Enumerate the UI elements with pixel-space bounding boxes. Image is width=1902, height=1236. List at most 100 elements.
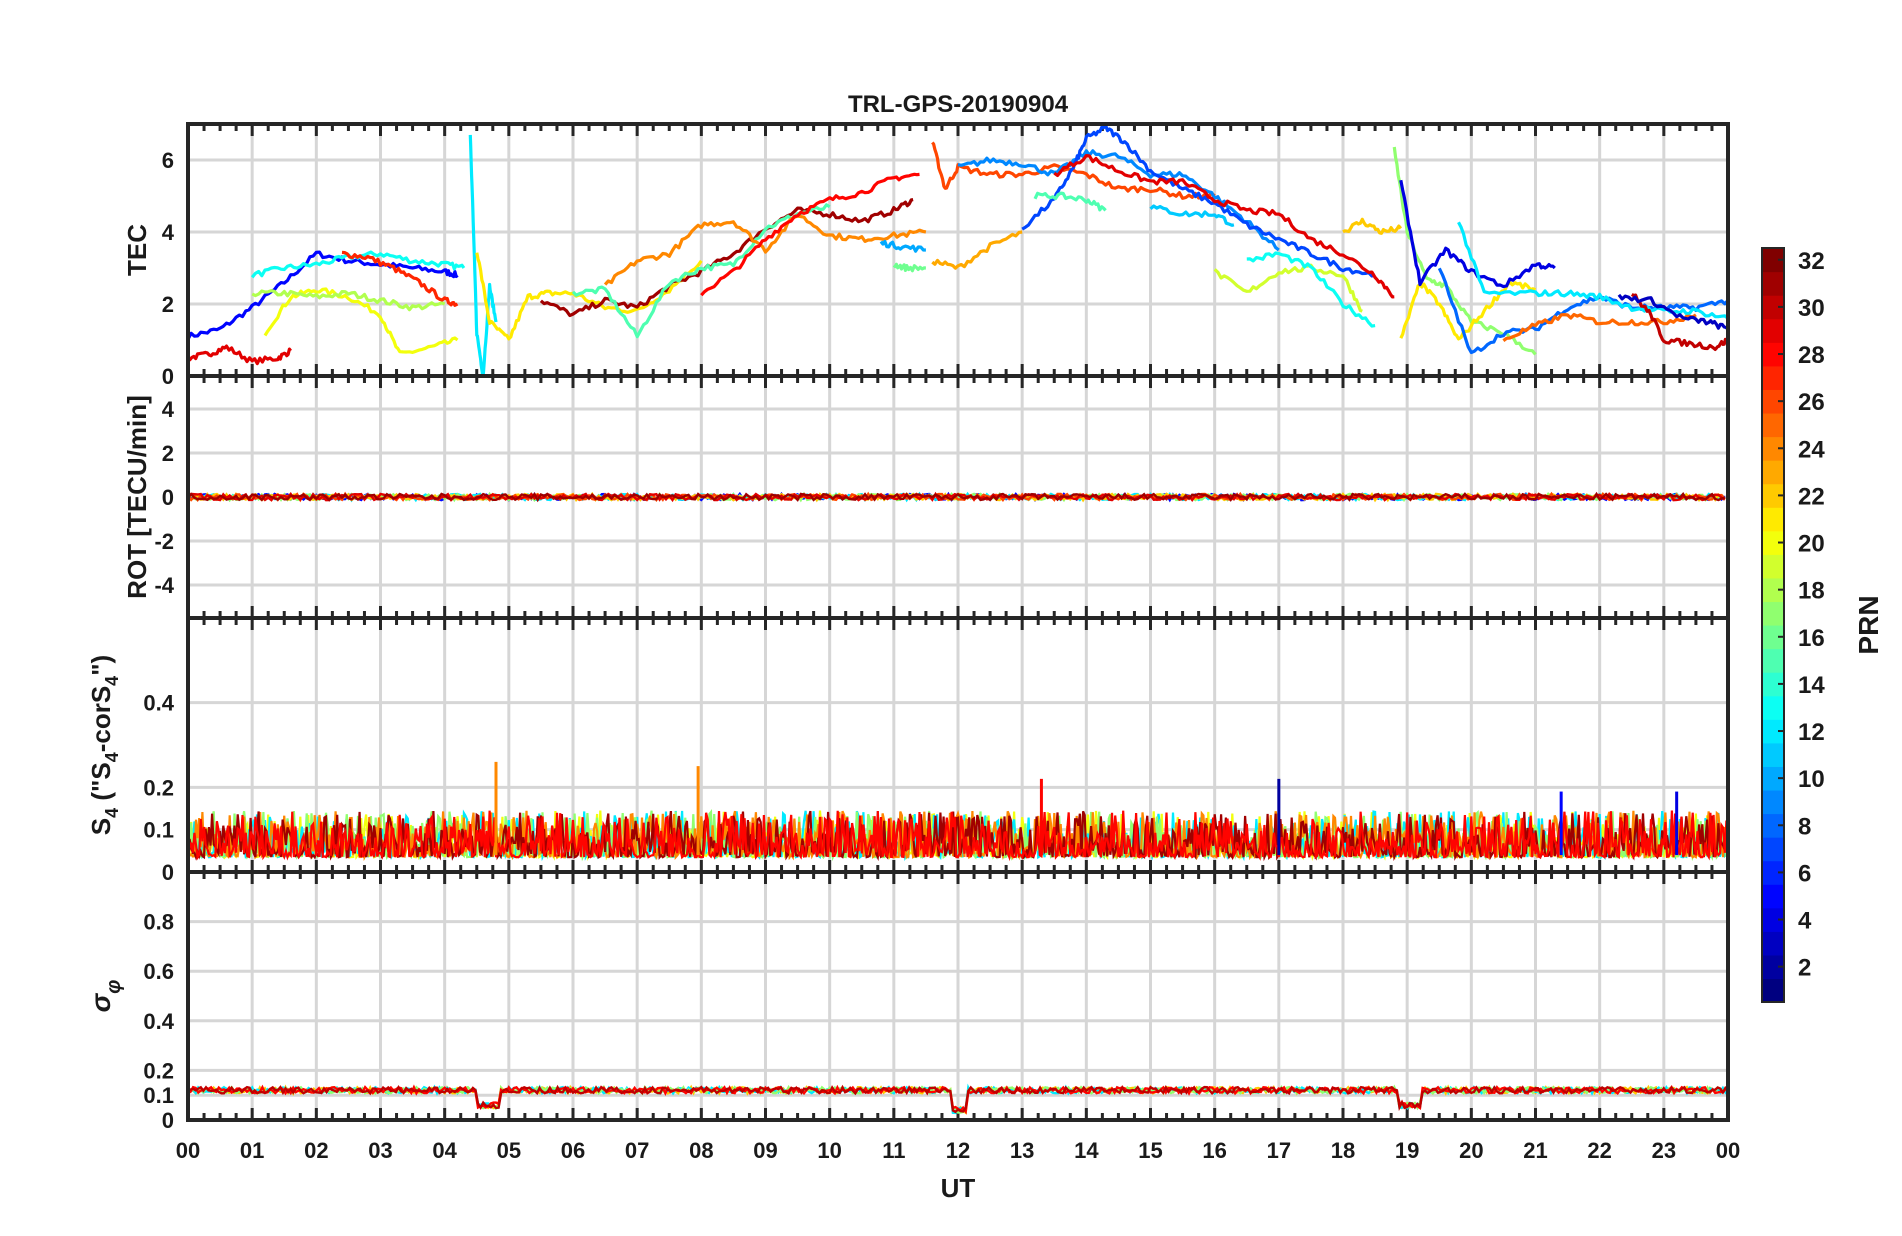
tec-series-prn-12 xyxy=(468,134,498,378)
colorbar-segment xyxy=(1762,295,1784,320)
colorbar-segment xyxy=(1762,530,1784,555)
colorbar-segment xyxy=(1762,460,1784,485)
x-tick-label: 20 xyxy=(1459,1138,1483,1163)
y-tick-label: 0.2 xyxy=(143,1058,174,1083)
colorbar-segment xyxy=(1762,695,1784,720)
y-tick-label: -4 xyxy=(154,573,174,598)
colorbar-tick-label: 20 xyxy=(1798,531,1825,558)
tec-series-prn-20 xyxy=(263,287,459,354)
y-tick-label: 4 xyxy=(162,397,175,422)
colorbar-segment xyxy=(1762,625,1784,650)
colorbar-segment xyxy=(1762,554,1784,579)
y-tick-label: -2 xyxy=(154,529,174,554)
colorbar-tick-label: 4 xyxy=(1798,908,1812,935)
rot-data xyxy=(187,491,1726,503)
s4-series-prn-28 xyxy=(186,810,1730,862)
x-tick-label: 23 xyxy=(1652,1138,1676,1163)
colorbar-tick-label: 2 xyxy=(1798,955,1811,982)
x-tick-label: 01 xyxy=(240,1138,264,1163)
tec-data xyxy=(186,123,1730,378)
colorbar-segment xyxy=(1762,719,1784,744)
colorbar-tick-label: 16 xyxy=(1798,625,1825,652)
x-tick-label: 13 xyxy=(1010,1138,1034,1163)
y-tick-label: 0.1 xyxy=(143,1083,174,1108)
x-tick-label: 15 xyxy=(1138,1138,1162,1163)
x-tick-label: 00 xyxy=(176,1138,200,1163)
colorbar-segment xyxy=(1762,789,1784,815)
colorbar-tick-label: 26 xyxy=(1798,389,1825,416)
y-tick-label: 0 xyxy=(162,1108,174,1133)
tec-series-prn-12 xyxy=(1457,221,1729,320)
x-tick-label: 02 xyxy=(304,1138,328,1163)
colorbar-segment xyxy=(1762,412,1784,438)
colorbar-tick-label: 6 xyxy=(1798,860,1811,887)
colorbar-tick-label: 30 xyxy=(1798,295,1825,322)
colorbar-tick-label: 18 xyxy=(1798,578,1825,605)
colorbar-segment xyxy=(1762,742,1784,767)
x-tick-label: 11 xyxy=(882,1138,905,1163)
panel-rot: -4 -2 0 2 4 ROT [TECU/min] xyxy=(122,374,1730,620)
y-tick-label: 4 xyxy=(162,220,175,245)
colorbar-segment xyxy=(1762,436,1784,461)
x-tick-label: 05 xyxy=(497,1138,521,1163)
x-tick-label: 04 xyxy=(432,1138,457,1163)
tec-series-prn-28 xyxy=(700,172,920,297)
x-tick-label: 08 xyxy=(689,1138,713,1163)
y-tick-label: 0.8 xyxy=(143,910,174,935)
colorbar-segment xyxy=(1762,954,1784,980)
tec-series-prn-5 xyxy=(186,250,459,341)
tec-series-prn-15 xyxy=(571,203,831,339)
sigma-symbol: σ xyxy=(85,992,116,1012)
x-tick-label: 18 xyxy=(1331,1138,1355,1163)
tec-series-prn-26 xyxy=(931,141,1216,200)
sigma-data xyxy=(187,1083,1729,1115)
x-axis-label: UT xyxy=(941,1173,976,1203)
x-tick-label: 14 xyxy=(1074,1138,1099,1163)
y-axis-label: σφ xyxy=(85,980,125,1013)
tec-series-prn-16 xyxy=(892,262,926,273)
rot-series-prn-31 xyxy=(187,491,1726,503)
y-tick-label: 0 xyxy=(162,485,174,510)
colorbar-segment xyxy=(1762,648,1784,673)
y-tick-label: 2 xyxy=(162,292,174,317)
s4-series-prn-31 xyxy=(186,810,1729,862)
x-tick-label: 16 xyxy=(1202,1138,1226,1163)
colorbar-tick-label: 28 xyxy=(1798,342,1825,369)
x-tick-label: 12 xyxy=(946,1138,970,1163)
y-tick-label: 6 xyxy=(162,148,174,173)
colorbar-segment xyxy=(1762,813,1784,838)
axes-box xyxy=(186,870,1730,1122)
panel-s4: 0 0.1 0.2 0.4 S4 ("S4-corS4") xyxy=(86,616,1730,885)
y-tick-label: 0.1 xyxy=(143,818,174,843)
colorbar-segment xyxy=(1762,837,1784,862)
colorbar-segment xyxy=(1762,318,1784,343)
colorbar-segment xyxy=(1762,507,1784,532)
y-tick-label: 0.2 xyxy=(143,775,174,800)
tec-series-prn-10 xyxy=(879,239,926,253)
tec-series-prn-13 xyxy=(250,250,466,279)
y-axis-label: S4 ("S4-corS4") xyxy=(86,655,122,835)
tec-series-prn-3 xyxy=(1617,293,1730,331)
x-tick-label: 22 xyxy=(1587,1138,1611,1163)
colorbar-segment xyxy=(1762,672,1784,697)
colorbar-segment xyxy=(1762,884,1784,909)
panel-tec: 0 2 4 6 TEC xyxy=(122,122,1730,389)
colorbar-segment xyxy=(1762,389,1784,414)
colorbar-tick-label: 12 xyxy=(1798,719,1825,746)
tec-series-prn-19 xyxy=(1213,263,1363,313)
colorbar-segment xyxy=(1762,248,1784,273)
colorbar-segment xyxy=(1762,601,1784,626)
y-tick-label: 0.6 xyxy=(143,959,174,984)
x-tick-label: 10 xyxy=(817,1138,841,1163)
y-tick-label: 0.4 xyxy=(143,1009,174,1034)
x-tick-label: 07 xyxy=(625,1138,649,1163)
colorbar-segment xyxy=(1762,342,1784,367)
x-tick-label: 21 xyxy=(1523,1138,1547,1163)
colorbar-segment xyxy=(1762,766,1784,791)
tec-series-prn-29 xyxy=(1053,154,1395,299)
tec-series-prn-13 xyxy=(1246,251,1376,328)
x-tick-label: 17 xyxy=(1267,1138,1291,1163)
colorbar-segment xyxy=(1762,365,1784,390)
